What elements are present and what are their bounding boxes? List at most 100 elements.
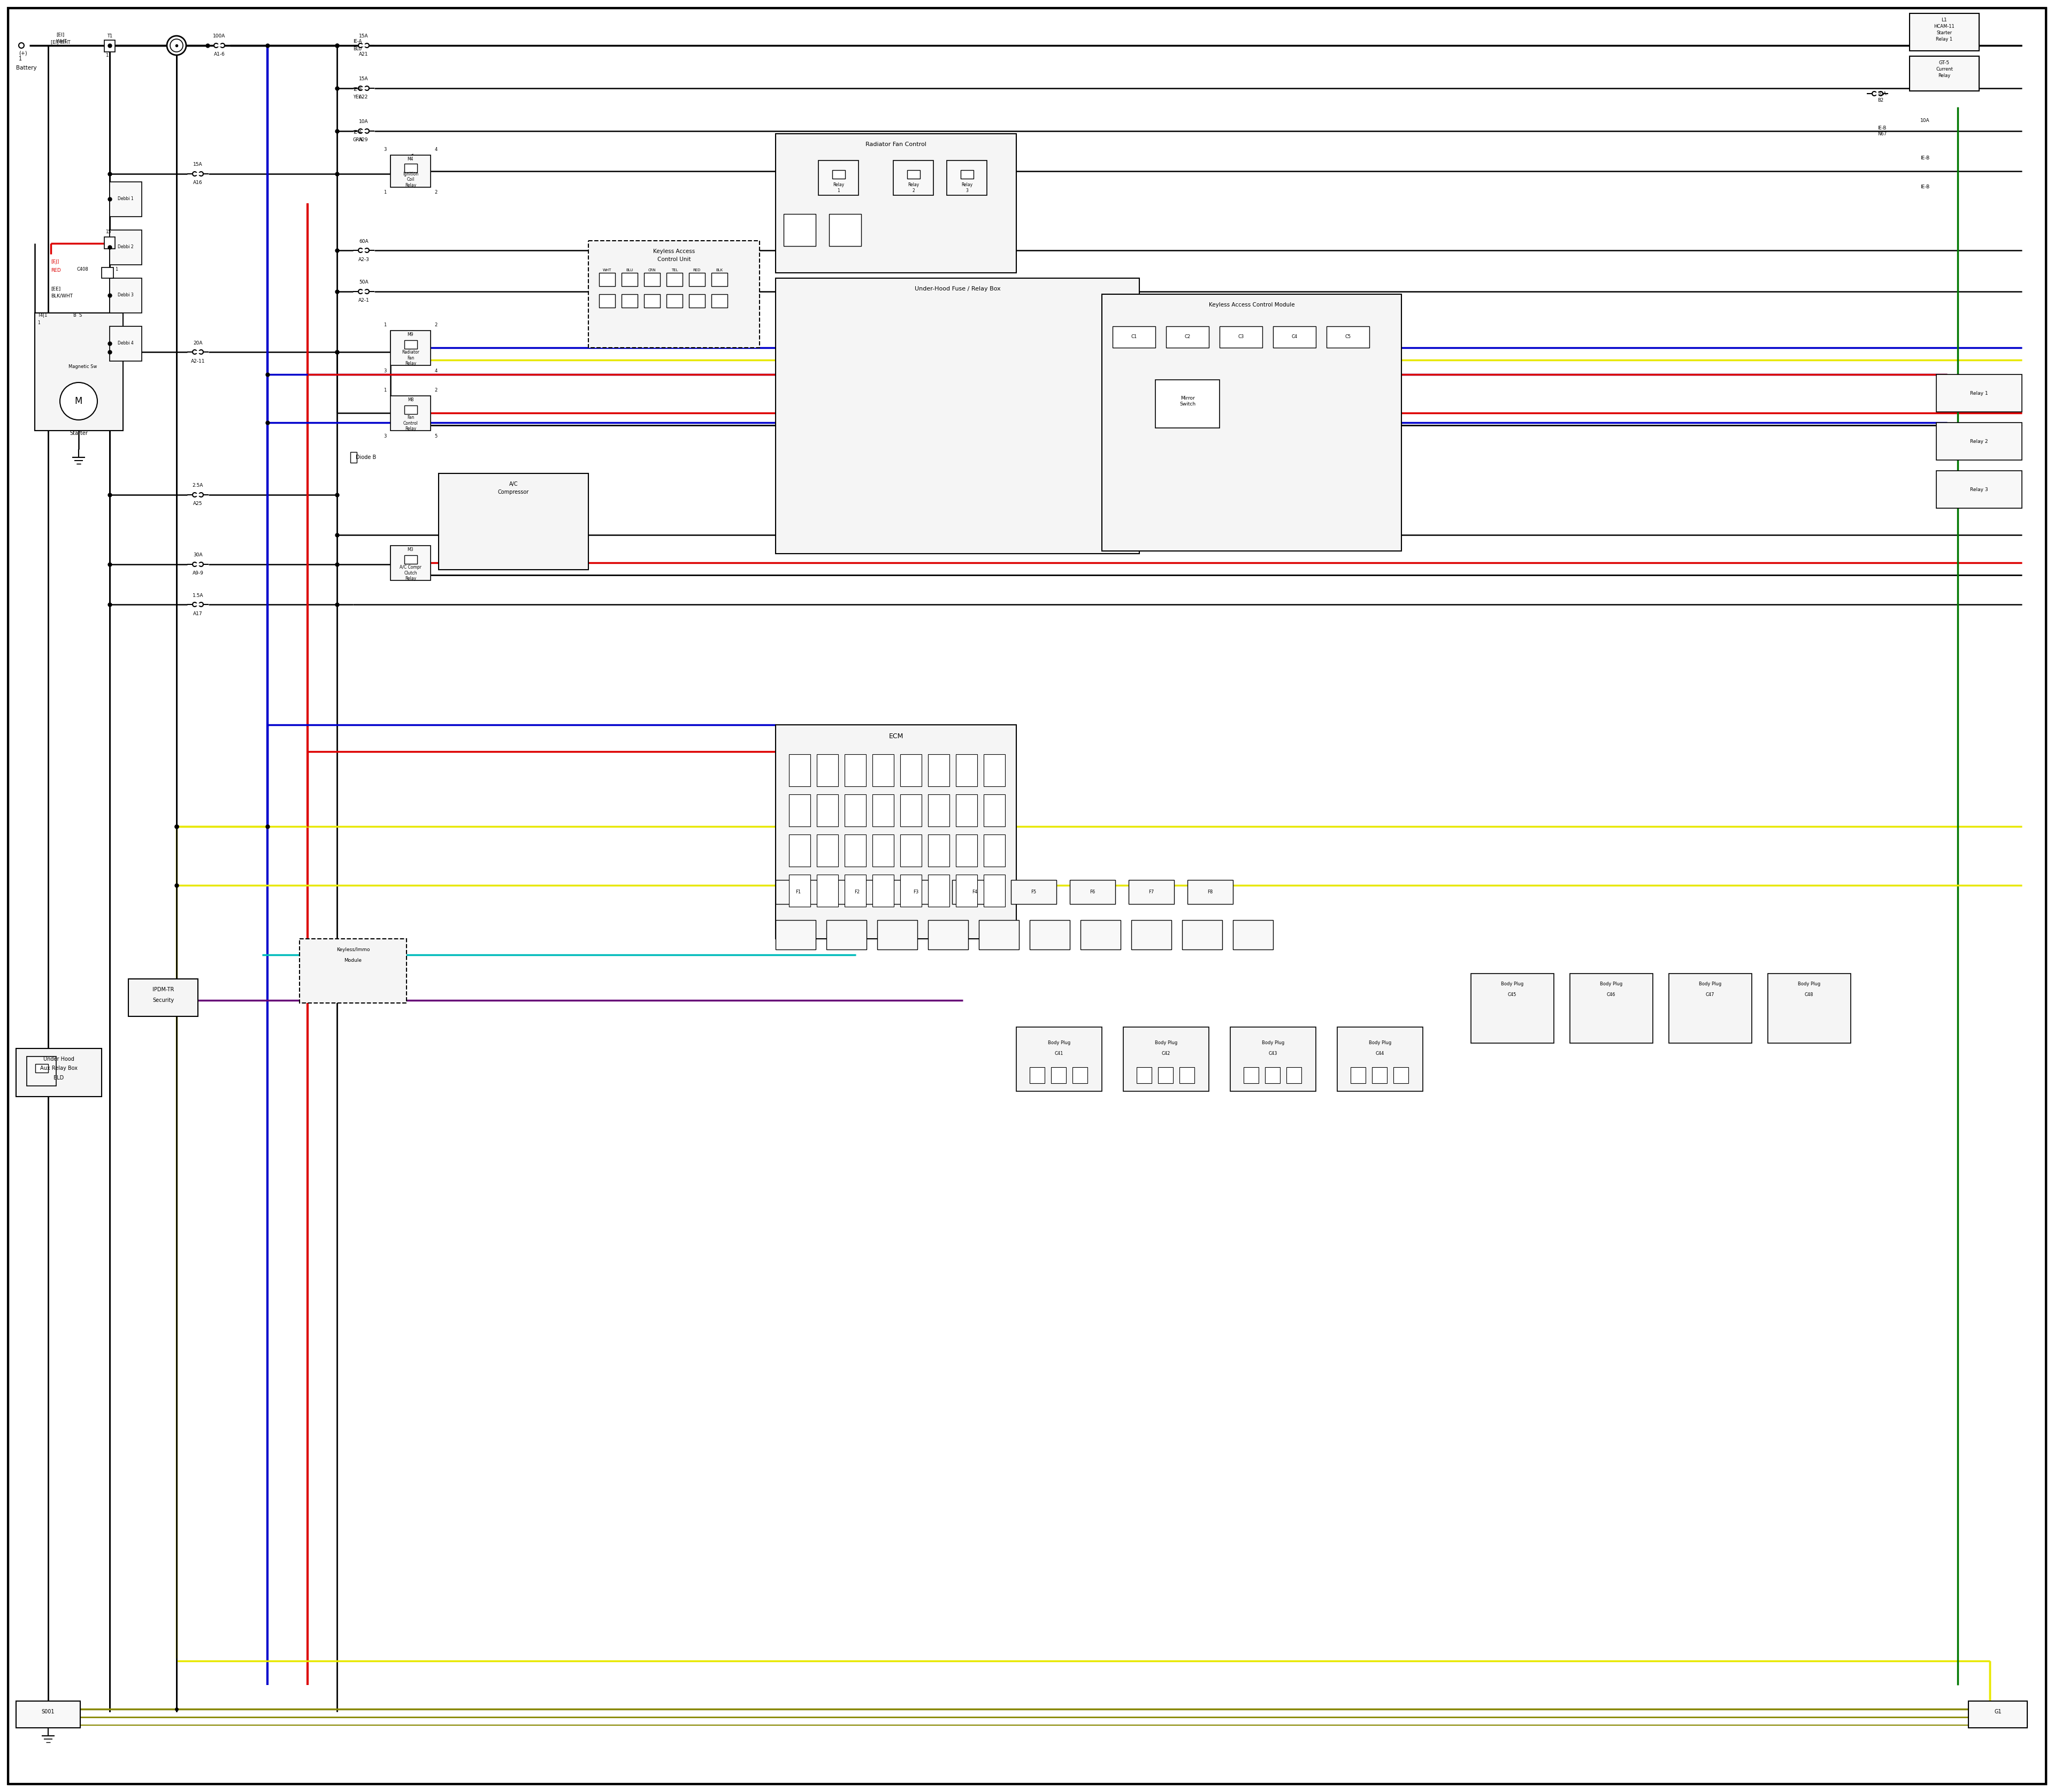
Text: G1: G1 [1994, 1710, 2001, 1715]
Text: 15: 15 [105, 229, 111, 235]
Text: M: M [74, 396, 82, 407]
Text: A21: A21 [359, 52, 368, 57]
Text: 15A: 15A [193, 163, 203, 167]
Text: 2: 2 [435, 190, 438, 195]
Bar [645, 272, 659, 287]
Bar [16, 1701, 80, 1727]
Text: F1: F1 [795, 889, 801, 894]
Text: A16: A16 [193, 181, 203, 185]
Circle shape [199, 172, 203, 176]
Text: Radiator Fan Control: Radiator Fan Control [865, 142, 926, 147]
Circle shape [357, 86, 364, 90]
Bar [1937, 423, 2021, 461]
Text: F2: F2 [854, 889, 861, 894]
Circle shape [357, 289, 364, 294]
Bar [817, 794, 838, 826]
Circle shape [366, 129, 370, 133]
Bar [1910, 13, 1980, 50]
Text: GT-5: GT-5 [1939, 61, 1949, 65]
Circle shape [199, 349, 203, 355]
Bar [928, 794, 949, 826]
Text: Body Plug: Body Plug [1048, 1041, 1070, 1045]
Bar [1352, 1068, 1366, 1082]
Bar [405, 556, 417, 564]
Text: Relay 1: Relay 1 [1937, 36, 1953, 41]
Text: A/C: A/C [509, 482, 518, 487]
Bar [711, 272, 727, 287]
Bar [390, 545, 431, 581]
Bar [16, 1048, 101, 1097]
Bar [1136, 1068, 1152, 1082]
Text: A25: A25 [193, 502, 203, 507]
Bar [817, 835, 838, 867]
Bar [1337, 1027, 1423, 1091]
Text: Debbi 2: Debbi 2 [117, 246, 134, 249]
Bar [390, 330, 431, 366]
Text: C45: C45 [1508, 993, 1516, 998]
Text: IE-B: IE-B [1920, 185, 1929, 190]
Text: A/C Compr
Clutch
Relay: A/C Compr Clutch Relay [401, 564, 421, 581]
Bar [928, 835, 949, 867]
Bar [1286, 1068, 1302, 1082]
Circle shape [199, 602, 203, 607]
Text: C4: C4 [1292, 335, 1298, 339]
Bar [645, 294, 659, 308]
Bar [984, 874, 1004, 907]
Bar [928, 754, 949, 787]
Bar [928, 874, 949, 907]
Text: 10A: 10A [1877, 91, 1888, 97]
Text: S001: S001 [41, 1710, 55, 1715]
Text: Body Plug: Body Plug [1600, 982, 1623, 987]
Bar [105, 39, 115, 52]
Circle shape [199, 563, 203, 566]
Text: Compressor: Compressor [497, 489, 530, 495]
Text: M4: M4 [407, 156, 413, 161]
Text: Starter: Starter [1937, 30, 1951, 36]
Bar [893, 880, 939, 903]
Text: ELD: ELD [53, 1075, 64, 1081]
Text: 1: 1 [105, 54, 109, 57]
Bar [984, 754, 1004, 787]
Circle shape [193, 172, 197, 176]
Bar [622, 272, 637, 287]
Bar [776, 919, 815, 950]
Bar [1154, 380, 1220, 428]
Bar [688, 272, 705, 287]
Circle shape [366, 43, 370, 48]
Text: Relay: Relay [1939, 73, 1951, 77]
Bar [776, 724, 1017, 939]
Text: 1: 1 [37, 321, 39, 324]
Text: 1: 1 [384, 323, 386, 328]
Text: F7: F7 [1148, 889, 1154, 894]
Text: Control Unit: Control Unit [657, 256, 690, 262]
Text: Debbi 4: Debbi 4 [117, 340, 134, 346]
Bar [105, 237, 115, 249]
Circle shape [170, 39, 183, 52]
Text: Keyless/Immo: Keyless/Immo [337, 948, 370, 952]
Bar [776, 880, 822, 903]
Bar [980, 919, 1019, 950]
Text: C43: C43 [1269, 1052, 1278, 1055]
Text: RED: RED [51, 267, 62, 272]
Text: Body Plug: Body Plug [1501, 982, 1524, 987]
Text: TEL: TEL [672, 269, 678, 272]
Bar [844, 754, 867, 787]
Text: RED: RED [692, 269, 700, 272]
Bar [109, 229, 142, 265]
Circle shape [18, 43, 25, 48]
Bar [776, 134, 1017, 272]
Circle shape [220, 43, 224, 48]
Text: A2-11: A2-11 [191, 358, 205, 364]
Text: 5: 5 [435, 434, 438, 439]
Text: T1: T1 [107, 34, 113, 39]
Bar [844, 874, 867, 907]
Bar [1910, 56, 1980, 91]
Bar [955, 874, 978, 907]
Bar [1232, 919, 1273, 950]
Text: Module: Module [345, 957, 362, 962]
Text: Body Plug: Body Plug [1154, 1041, 1177, 1045]
Bar [1113, 326, 1154, 348]
Bar [844, 835, 867, 867]
Bar [622, 294, 637, 308]
Text: T4|1: T4|1 [37, 314, 47, 317]
